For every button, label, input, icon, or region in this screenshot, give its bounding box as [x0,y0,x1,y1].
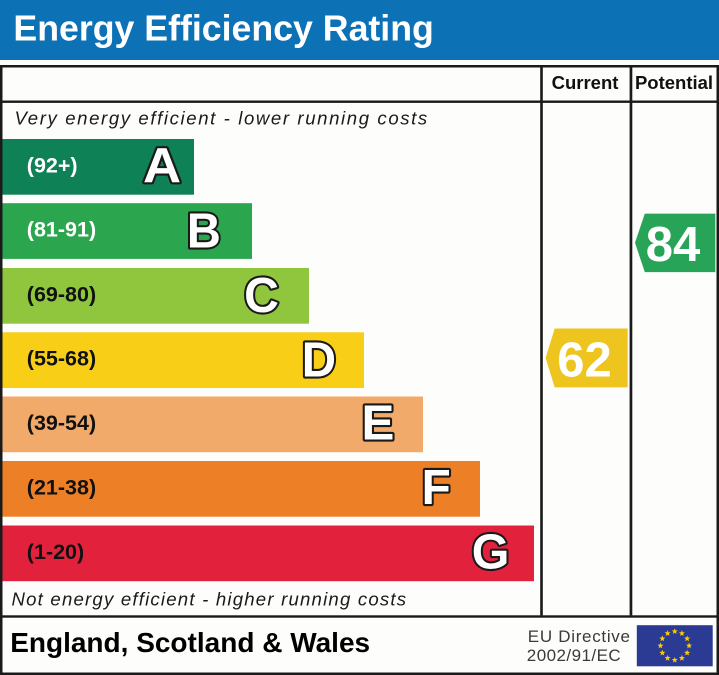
svg-text:C: C [244,269,279,323]
svg-text:England, Scotland & Wales: England, Scotland & Wales [10,627,370,658]
svg-text:62: 62 [557,333,612,387]
svg-text:D: D [302,333,336,388]
svg-text:EU Directive: EU Directive [528,627,631,646]
svg-text:(81-91): (81-91) [27,218,96,242]
svg-text:F: F [422,460,451,515]
svg-text:G: G [472,525,510,579]
svg-text:E: E [362,397,395,451]
svg-text:(39-54): (39-54) [27,411,96,435]
svg-text:Very energy efficient - lower: Very energy efficient - lower running co… [15,108,429,129]
svg-text:2002/91/EC: 2002/91/EC [527,646,621,665]
svg-text:(1-20): (1-20) [27,540,84,564]
svg-text:Not energy efficient - higher: Not energy efficient - higher running co… [12,589,408,610]
svg-text:(69-80): (69-80) [27,282,96,306]
svg-text:A: A [143,138,181,193]
svg-text:B: B [187,205,221,259]
svg-text:84: 84 [646,218,701,272]
svg-text:(55-68): (55-68) [27,347,96,371]
svg-text:(21-38): (21-38) [27,475,96,499]
svg-text:Current: Current [552,72,619,93]
svg-text:(92+): (92+) [27,153,78,177]
svg-text:Energy Efficiency Rating: Energy Efficiency Rating [13,9,433,49]
svg-text:Potential: Potential [635,72,713,93]
